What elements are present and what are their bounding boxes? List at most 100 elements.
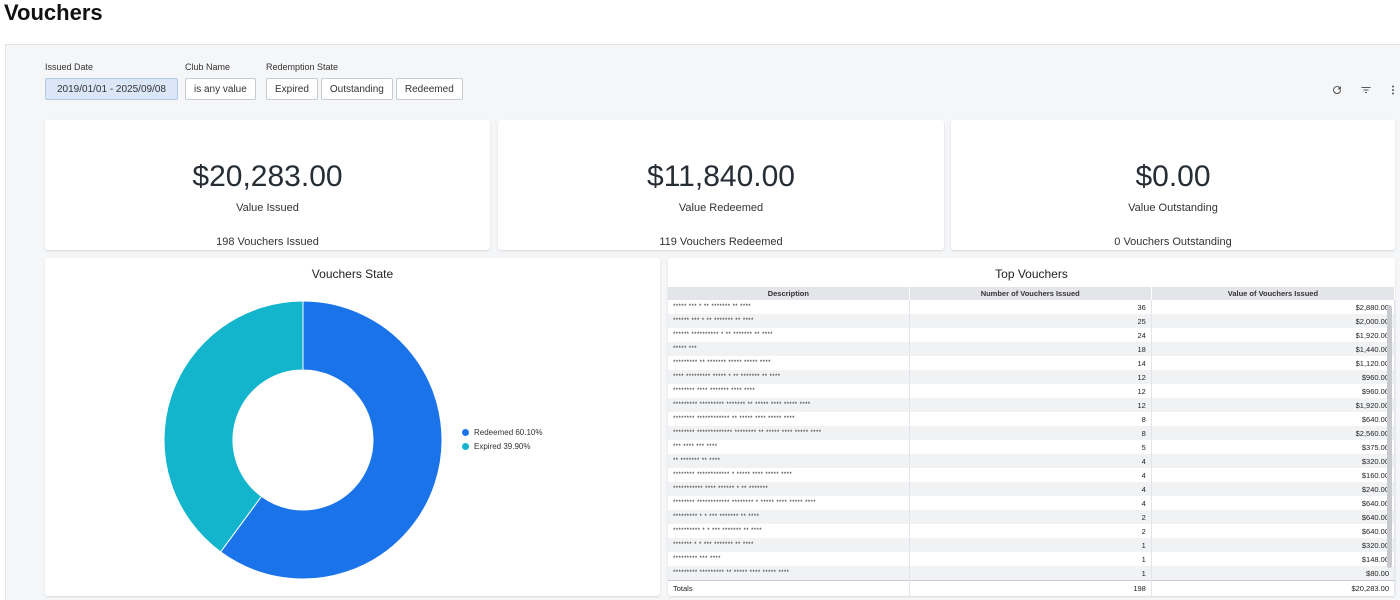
totals-value: $20,283.00	[1151, 580, 1395, 596]
row-description: ***** ***	[668, 342, 910, 356]
table-row[interactable]: ********** * * *** ******* ** **** 2 $640.…	[668, 524, 1395, 538]
kpi-card-value-issued: $20,283.00 Value Issued 198 Vouchers Iss…	[45, 120, 490, 250]
top-vouchers-card: Top Vouchers Description Number of Vouch…	[668, 258, 1395, 596]
row-count: 12	[909, 384, 1152, 398]
totals-row: Totals 198 $20,283.00	[668, 580, 1395, 596]
row-value: $1,440.00	[1151, 342, 1395, 356]
legend-label-expired: Expired 39.90%	[474, 442, 531, 451]
table-row[interactable]: ********* ** ******* ***** ***** **** 14 $…	[668, 356, 1395, 370]
table-scrollbar[interactable]	[1387, 305, 1392, 568]
top-vouchers-table: Description Number of Vouchers Issued Va…	[668, 287, 1395, 596]
row-description: ******* * * *** ******* ** ****	[668, 538, 910, 552]
filter-label-club-name: Club Name	[185, 62, 231, 72]
table-row[interactable]: ***** *** 18 $1,440.00	[668, 342, 1395, 356]
row-count: 1	[909, 566, 1152, 581]
table-row[interactable]: **** ********* ***** * ** ******* ** ***…	[668, 370, 1395, 384]
row-value: $80.00	[1151, 566, 1395, 581]
totals-count: 198	[909, 580, 1152, 596]
kpi-card-value-redeemed: $11,840.00 Value Redeemed 119 Vouchers R…	[498, 120, 944, 250]
row-description: ****** *** * ** ******* ** ****	[668, 314, 910, 328]
row-count: 36	[909, 300, 1152, 314]
totals-label: Totals	[668, 580, 910, 596]
row-value: $640.00	[1151, 510, 1395, 524]
row-value: $2,560.00	[1151, 426, 1395, 440]
kpi-label: Value Outstanding	[1128, 202, 1218, 214]
donut-slice-expired[interactable]	[163, 300, 304, 553]
chart-title: Vouchers State	[311, 267, 394, 281]
row-value: $320.00	[1151, 454, 1395, 468]
redemption-redeemed-chip[interactable]: Redeemed	[395, 78, 463, 100]
redemption-expired-chip[interactable]: Expired	[266, 78, 318, 100]
legend-item-expired[interactable]: Expired 39.90%	[462, 442, 543, 451]
row-value: $160.00	[1151, 468, 1395, 482]
row-value: $240.00	[1151, 482, 1395, 496]
row-count: 4	[909, 468, 1152, 482]
row-description: ********* * * *** ******* ** ****	[668, 510, 910, 524]
kpi-footer: 119 Vouchers Redeemed	[659, 236, 783, 248]
row-description: ******** ************ ** ***** **** ****…	[668, 412, 910, 426]
row-count: 4	[909, 496, 1152, 510]
column-header-description[interactable]: Description	[668, 287, 910, 300]
row-value: $2,000.00	[1151, 314, 1395, 328]
filter-label-issued-date: Issued Date	[45, 62, 94, 72]
filter-label-redemption-state: Redemption State	[266, 62, 339, 72]
filter-icon[interactable]	[1359, 83, 1373, 97]
row-value: $640.00	[1151, 412, 1395, 426]
row-description: ******** ************* ******** ** *****…	[668, 426, 910, 440]
table-row[interactable]: ****** ********** * ** ******* ** **** 24…	[668, 328, 1395, 342]
table-header-row: Description Number of Vouchers Issued Va…	[668, 287, 1395, 300]
donut-slice-redeemed[interactable]	[219, 300, 443, 580]
row-value: $2,880.00	[1151, 300, 1395, 314]
row-value: $375.00	[1151, 440, 1395, 454]
column-header-value[interactable]: Value of Vouchers Issued	[1151, 287, 1395, 300]
refresh-icon[interactable]	[1330, 83, 1344, 97]
issued-date-chip[interactable]: 2019/01/01 - 2025/09/08	[45, 78, 178, 100]
row-value: $1,920.00	[1151, 398, 1395, 412]
kpi-label: Value Issued	[236, 202, 299, 214]
row-count: 18	[909, 342, 1152, 356]
table-row[interactable]: ******** ************ * ***** **** *****…	[668, 468, 1395, 482]
kpi-label: Value Redeemed	[678, 202, 764, 214]
row-value: $960.00	[1151, 370, 1395, 384]
table-row[interactable]: ******** **** ******* **** **** 12 $960.00	[668, 384, 1395, 398]
row-count: 2	[909, 510, 1152, 524]
club-name-chip[interactable]: is any value	[185, 78, 256, 100]
row-count: 8	[909, 426, 1152, 440]
row-description: ********** * * *** ******* ** ****	[668, 524, 910, 538]
table-row[interactable]: ****** *** * ** ******* ** **** 25 $2,000.…	[668, 314, 1395, 328]
table-row[interactable]: *********** **** ****** * ** ******* 4 $24…	[668, 482, 1395, 496]
row-description: *********** **** ****** * ** *******	[668, 482, 910, 496]
table-row[interactable]: ********* ********* ******* ** ***** ***…	[668, 398, 1395, 412]
filter-redemption-state: Redemption State Expired Outstanding Red…	[266, 62, 463, 100]
legend-label-redeemed: Redeemed 60.10%	[474, 428, 543, 437]
row-count: 12	[909, 370, 1152, 384]
column-header-count[interactable]: Number of Vouchers Issued	[909, 287, 1152, 300]
row-value: $640.00	[1151, 524, 1395, 538]
row-count: 24	[909, 328, 1152, 342]
legend-item-redeemed[interactable]: Redeemed 60.10%	[462, 428, 543, 437]
table-row[interactable]: ********* * * *** ******* ** **** 2 $640.0…	[668, 510, 1395, 524]
kpi-value: $11,840.00	[647, 160, 795, 193]
row-value: $148.00	[1151, 552, 1395, 566]
kpi-footer: 198 Vouchers Issued	[216, 236, 319, 248]
redemption-outstanding-chip[interactable]: Outstanding	[320, 78, 393, 100]
row-count: 1	[909, 538, 1152, 552]
row-value: $960.00	[1151, 384, 1395, 398]
table-row[interactable]: ******** ************ ******** * ***** *…	[668, 496, 1395, 510]
more-vertical-icon[interactable]	[1386, 83, 1400, 97]
table-row[interactable]: ***** *** * ** ******* ** **** 36 $2,880.0…	[668, 300, 1395, 314]
table-row[interactable]: ** ******* ** **** 4 $320.00	[668, 454, 1395, 468]
table-row[interactable]: *** **** *** **** 5 $375.00	[668, 440, 1395, 454]
row-description: ***** *** * ** ******* ** ****	[668, 300, 910, 314]
table-row[interactable]: ******** ************* ******** ** *****…	[668, 426, 1395, 440]
table-title: Top Vouchers	[995, 267, 1068, 281]
row-value: $1,120.00	[1151, 356, 1395, 370]
table-row[interactable]: ********* *** **** 1 $148.00	[668, 552, 1395, 566]
row-count: 12	[909, 398, 1152, 412]
row-value: $1,920.00	[1151, 328, 1395, 342]
table-row[interactable]: ********* ********* ** ***** **** ***** …	[668, 566, 1395, 581]
table-row[interactable]: ******** ************ ** ***** **** ****…	[668, 412, 1395, 426]
legend-dot-expired	[462, 443, 469, 450]
row-count: 5	[909, 440, 1152, 454]
table-row[interactable]: ******* * * *** ******* ** **** 1 $320.00	[668, 538, 1395, 552]
